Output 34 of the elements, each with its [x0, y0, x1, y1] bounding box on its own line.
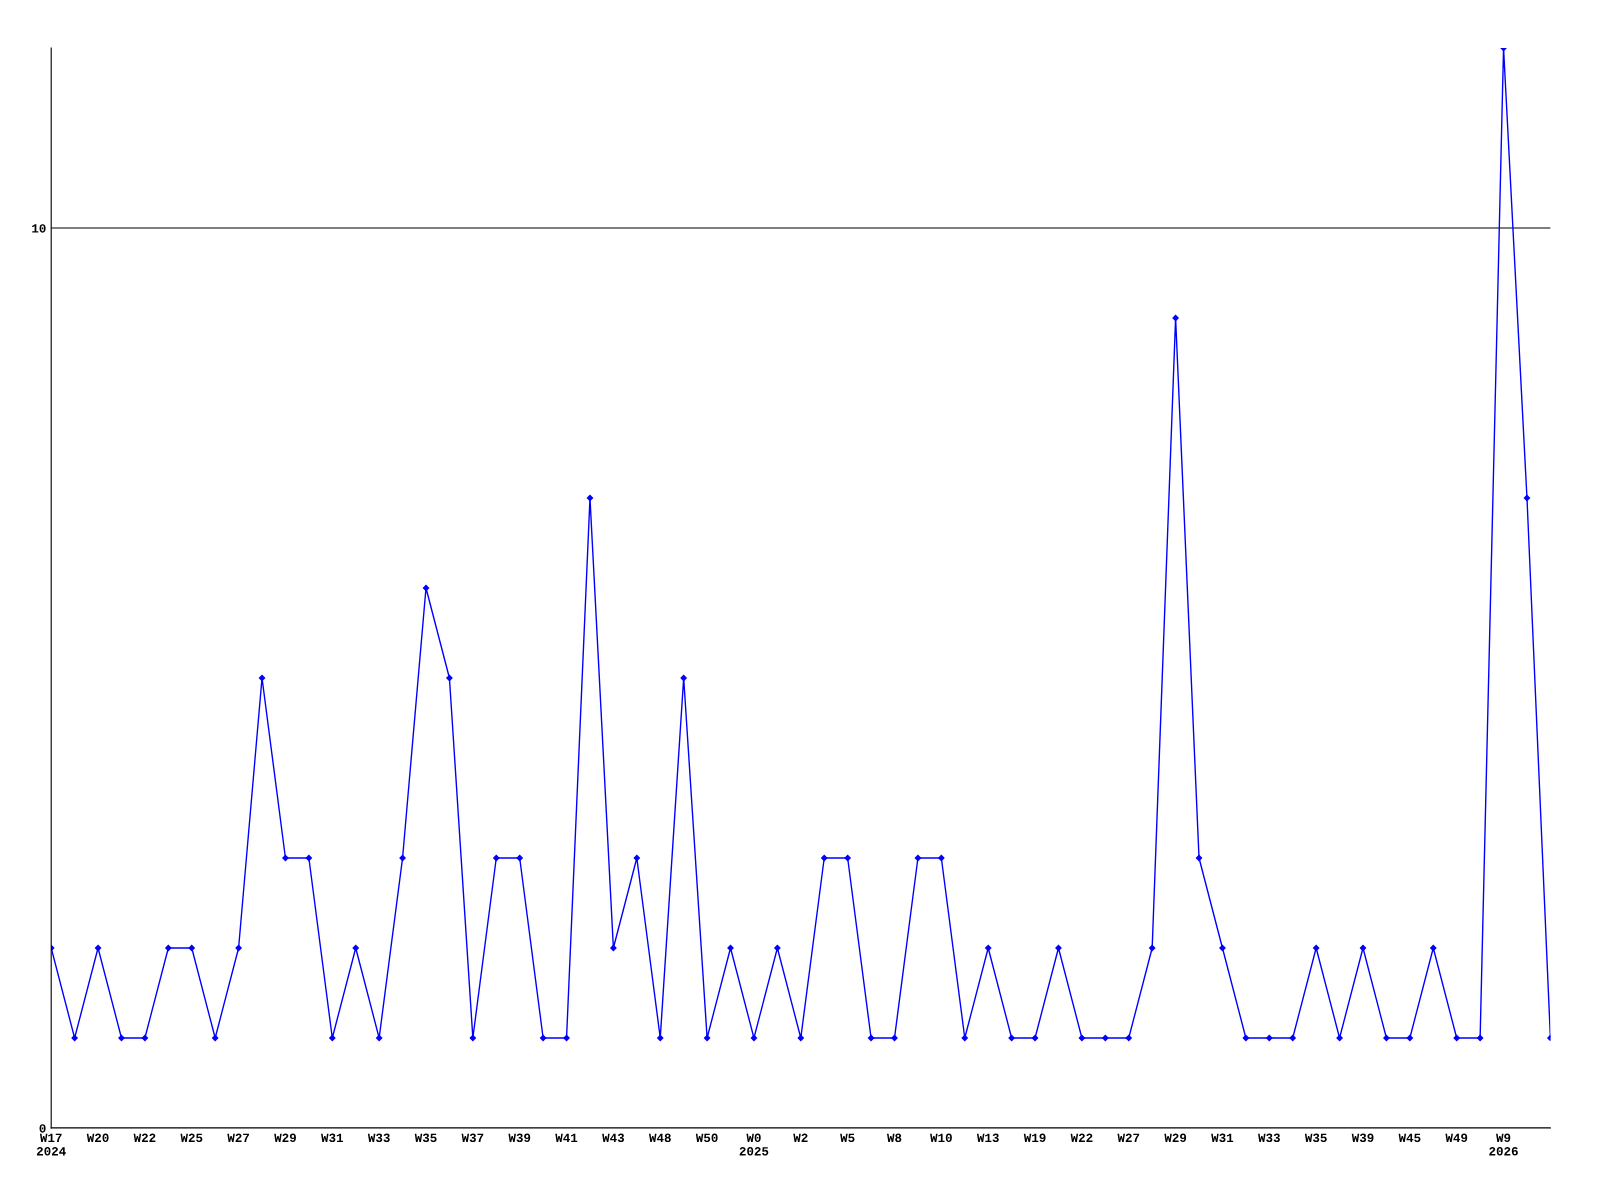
x-tick-label: W33 [1258, 1133, 1280, 1143]
x-tick-label: W22 [133, 1133, 156, 1142]
x-tick-label: W2 [793, 1133, 808, 1142]
x-tick-label: W13 [976, 1133, 999, 1143]
x-tick-label: W0 2025 [739, 1133, 769, 1156]
x-tick-label: W49 [1445, 1133, 1468, 1143]
x-tick-label: W29 [1164, 1133, 1187, 1143]
x-tick-label: W43 [602, 1133, 625, 1143]
x-tick-label: W50 [695, 1133, 718, 1143]
x-tick-label: W10 [930, 1133, 952, 1143]
x-tick-label: W20 [86, 1133, 109, 1143]
x-tick-label: W31 [321, 1133, 344, 1143]
x-tick-label: W35 [414, 1133, 437, 1143]
x-tick-label: W29 [274, 1133, 296, 1143]
x-tick-label: W48 [649, 1133, 671, 1143]
x-tick-label: W27 [227, 1133, 250, 1142]
y-tick-label: 0 [39, 1124, 46, 1133]
x-tick-label: W5 [840, 1133, 855, 1143]
x-tick-label: W9 2026 [1489, 1133, 1518, 1156]
x-tick-label: W31 [1211, 1133, 1234, 1143]
x-tick-label: W39 [508, 1133, 531, 1143]
y-tick-label: 10 [32, 224, 46, 233]
x-tick-label: W25 [180, 1133, 203, 1143]
x-tick-label: W41 [555, 1133, 578, 1142]
x-tick-label: W45 [1398, 1133, 1421, 1143]
x-tick-label: W35 [1304, 1133, 1327, 1143]
x-tick-label: W39 [1351, 1133, 1374, 1143]
x-tick-label: W19 [1023, 1133, 1046, 1143]
x-tick-label: W17 2024 [36, 1133, 66, 1156]
x-tick-label: W22 [1070, 1133, 1093, 1142]
x-tick-label: W8 [887, 1133, 902, 1143]
x-tick-label: W37 [461, 1133, 484, 1143]
x-tick-label: W27 [1117, 1133, 1140, 1142]
x-tick-label: W33 [367, 1133, 390, 1143]
